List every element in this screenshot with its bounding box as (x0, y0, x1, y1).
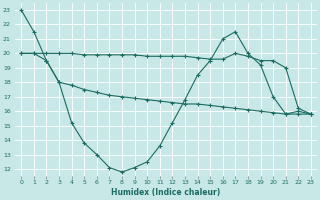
X-axis label: Humidex (Indice chaleur): Humidex (Indice chaleur) (111, 188, 221, 197)
